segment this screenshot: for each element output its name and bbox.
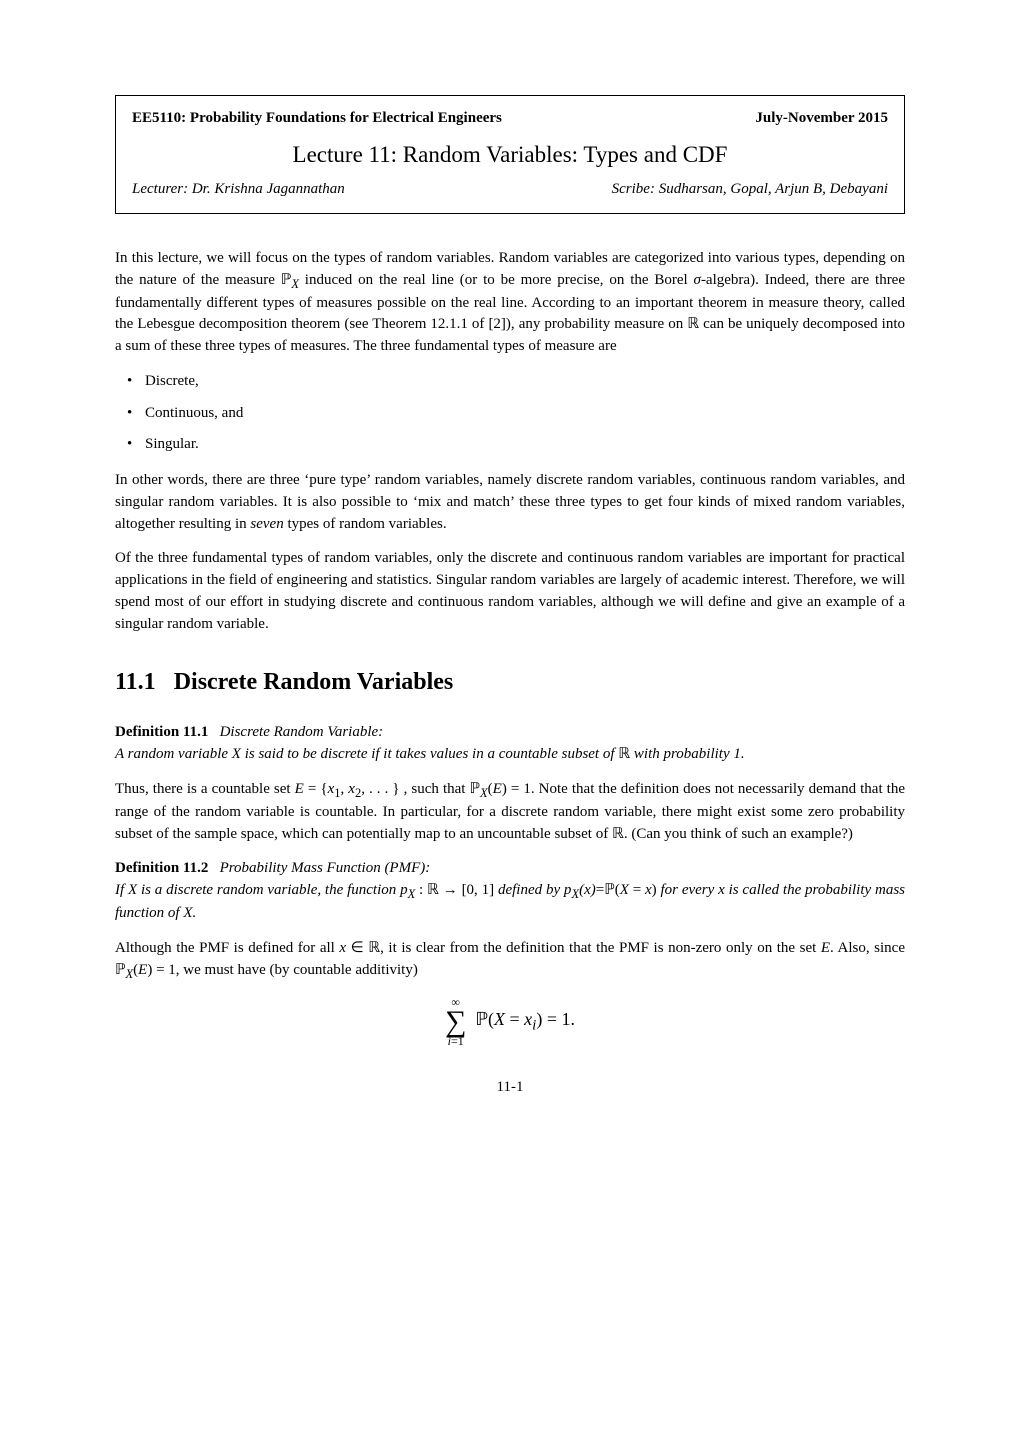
intro-paragraph: In this lecture, we will focus on the ty… <box>115 248 905 358</box>
list-item: Discrete, <box>145 371 905 393</box>
scribe: Scribe: Sudharsan, Gopal, Arjun B, Debay… <box>612 179 888 201</box>
section-title: Discrete Random Variables <box>174 669 454 695</box>
definition-11-1: Definition 11.1 Discrete Random Variable… <box>115 722 905 766</box>
paragraph-pure-types: In other words, there are three ‘pure ty… <box>115 470 905 535</box>
definition-title: Discrete Random Variable: <box>220 724 384 740</box>
paragraph-pmf: Although the PMF is defined for all x ∈ … <box>115 938 905 983</box>
list-item: Singular. <box>145 434 905 456</box>
definition-body: A random variable X is said to be discre… <box>115 746 615 762</box>
header-row-top: EE5110: Probability Foundations for Elec… <box>132 108 888 130</box>
equation-body: ℙ(X = xi) = 1. <box>471 1009 575 1029</box>
term: July-November 2015 <box>755 108 888 130</box>
sum-lower-limit: i=1 <box>445 1035 466 1047</box>
lecturer: Lecturer: Dr. Krishna Jagannathan <box>132 179 345 201</box>
course-code: EE5110: Probability Foundations for Elec… <box>132 108 502 130</box>
header-row-bottom: Lecturer: Dr. Krishna Jagannathan Scribe… <box>132 179 888 201</box>
measure-types-list: Discrete, Continuous, and Singular. <box>115 371 905 456</box>
emphasis-seven: seven <box>250 516 283 532</box>
sigma-icon: ∑ <box>445 1008 466 1035</box>
definition-body: If X is a discrete random variable, the … <box>115 882 415 898</box>
paragraph-countable-set: Thus, there is a countable set E = {x1, … <box>115 779 905 846</box>
definition-label: Definition 11.1 <box>115 724 208 740</box>
paragraph-importance: Of the three fundamental types of random… <box>115 548 905 635</box>
page-number: 11-1 <box>115 1077 905 1099</box>
definition-label: Definition 11.2 <box>115 860 208 876</box>
header-box: EE5110: Probability Foundations for Elec… <box>115 95 905 214</box>
equation-pmf-sum: ∞ ∑ i=1 ℙ(X = xi) = 1. <box>115 996 905 1047</box>
section-number: 11.1 <box>115 669 156 695</box>
definition-title: Probability Mass Function (PMF): <box>220 860 431 876</box>
section-heading: 11.1 Discrete Random Variables <box>115 665 905 700</box>
lecture-title: Lecture 11: Random Variables: Types and … <box>132 138 888 171</box>
list-item: Continuous, and <box>145 403 905 425</box>
summation-symbol: ∞ ∑ i=1 <box>445 996 466 1047</box>
definition-11-2: Definition 11.2 Probability Mass Functio… <box>115 858 905 925</box>
